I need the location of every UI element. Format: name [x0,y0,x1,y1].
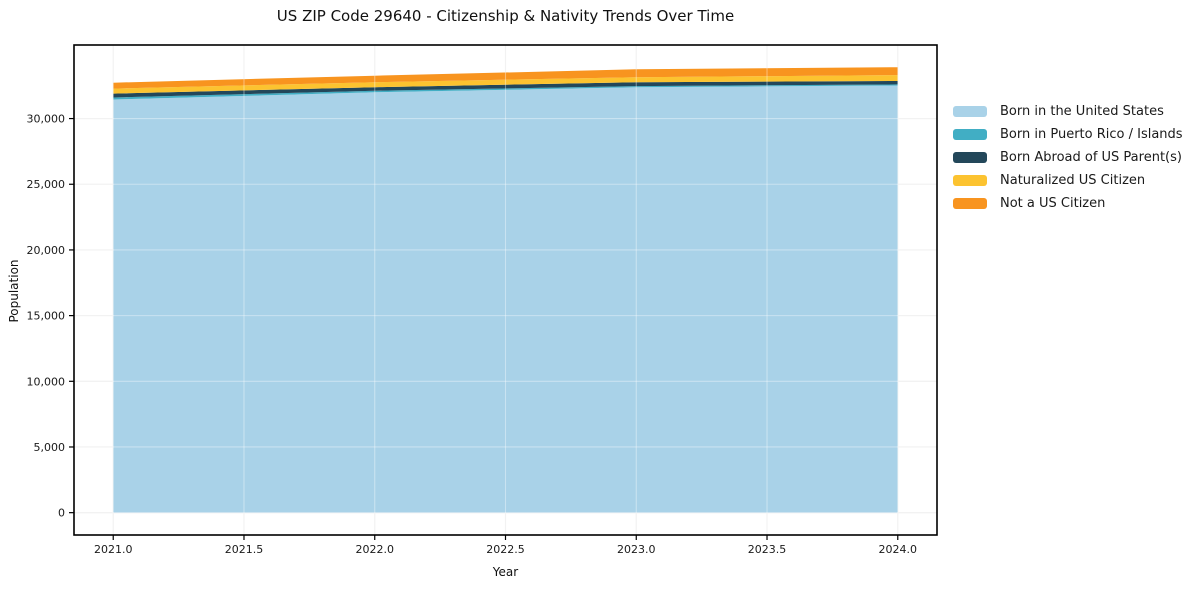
x-tick-label: 2023.0 [617,543,656,556]
area-series-2 [113,81,898,98]
x-tick-label: 2023.5 [748,543,787,556]
stacked-areas [113,67,898,513]
x-tick-label: 2022.5 [486,543,525,556]
area-series-3 [113,75,898,94]
legend-item-naturalized: Naturalized US Citizen [953,172,1183,189]
legend-label: Born in the United States [1000,104,1164,119]
legend-label: Born Abroad of US Parent(s) [1000,150,1182,165]
legend-label: Naturalized US Citizen [1000,173,1146,188]
y-axis: 0 5,000 10,000 15,000 20,000 25,000 30,000 [27,113,74,520]
x-axis: 2021.0 2021.5 2022.0 2022.5 2023.0 2023.5 2024… [94,535,917,556]
legend-swatch [953,106,987,117]
x-tick-label: 2022.0 [355,543,394,556]
chart-title: US ZIP Code 29640 - Citizenship & Nativi… [276,7,735,25]
legend-swatch [953,198,987,209]
gridlines-overlay [74,45,937,535]
x-axis-label: Year [492,565,519,579]
y-tick-label: 20,000 [27,244,66,257]
legend-item-not-citizen: Not a US Citizen [953,195,1183,212]
y-tick-label: 10,000 [27,375,66,388]
area-series-1 [113,84,898,100]
y-tick-label: 0 [58,507,65,520]
y-tick-label: 15,000 [27,310,66,323]
legend-swatch [953,175,987,186]
y-tick-label: 25,000 [27,178,66,191]
legend-label: Born in Puerto Rico / Islands [1000,127,1183,142]
y-axis-label: Population [7,259,21,323]
legend-swatch [953,152,987,163]
area-series-4 [113,67,898,89]
legend-swatch [953,129,987,140]
x-tick-label: 2021.5 [225,543,264,556]
y-tick-label: 30,000 [27,113,66,126]
legend-item-born-us: Born in the United States [953,103,1183,120]
x-tick-label: 2021.0 [94,543,133,556]
x-tick-label: 2024.0 [879,543,918,556]
legend-item-born-abroad: Born Abroad of US Parent(s) [953,149,1183,166]
y-tick-label: 5,000 [34,441,66,454]
area-series-0 [113,85,898,513]
legend-item-puerto-rico: Born in Puerto Rico / Islands [953,126,1183,143]
legend-label: Not a US Citizen [1000,196,1106,211]
plot-area: 2021.0 2021.5 2022.0 2022.5 2023.0 2023.5 2024… [27,44,938,556]
legend: Born in the United States Born in Puerto… [953,103,1183,218]
